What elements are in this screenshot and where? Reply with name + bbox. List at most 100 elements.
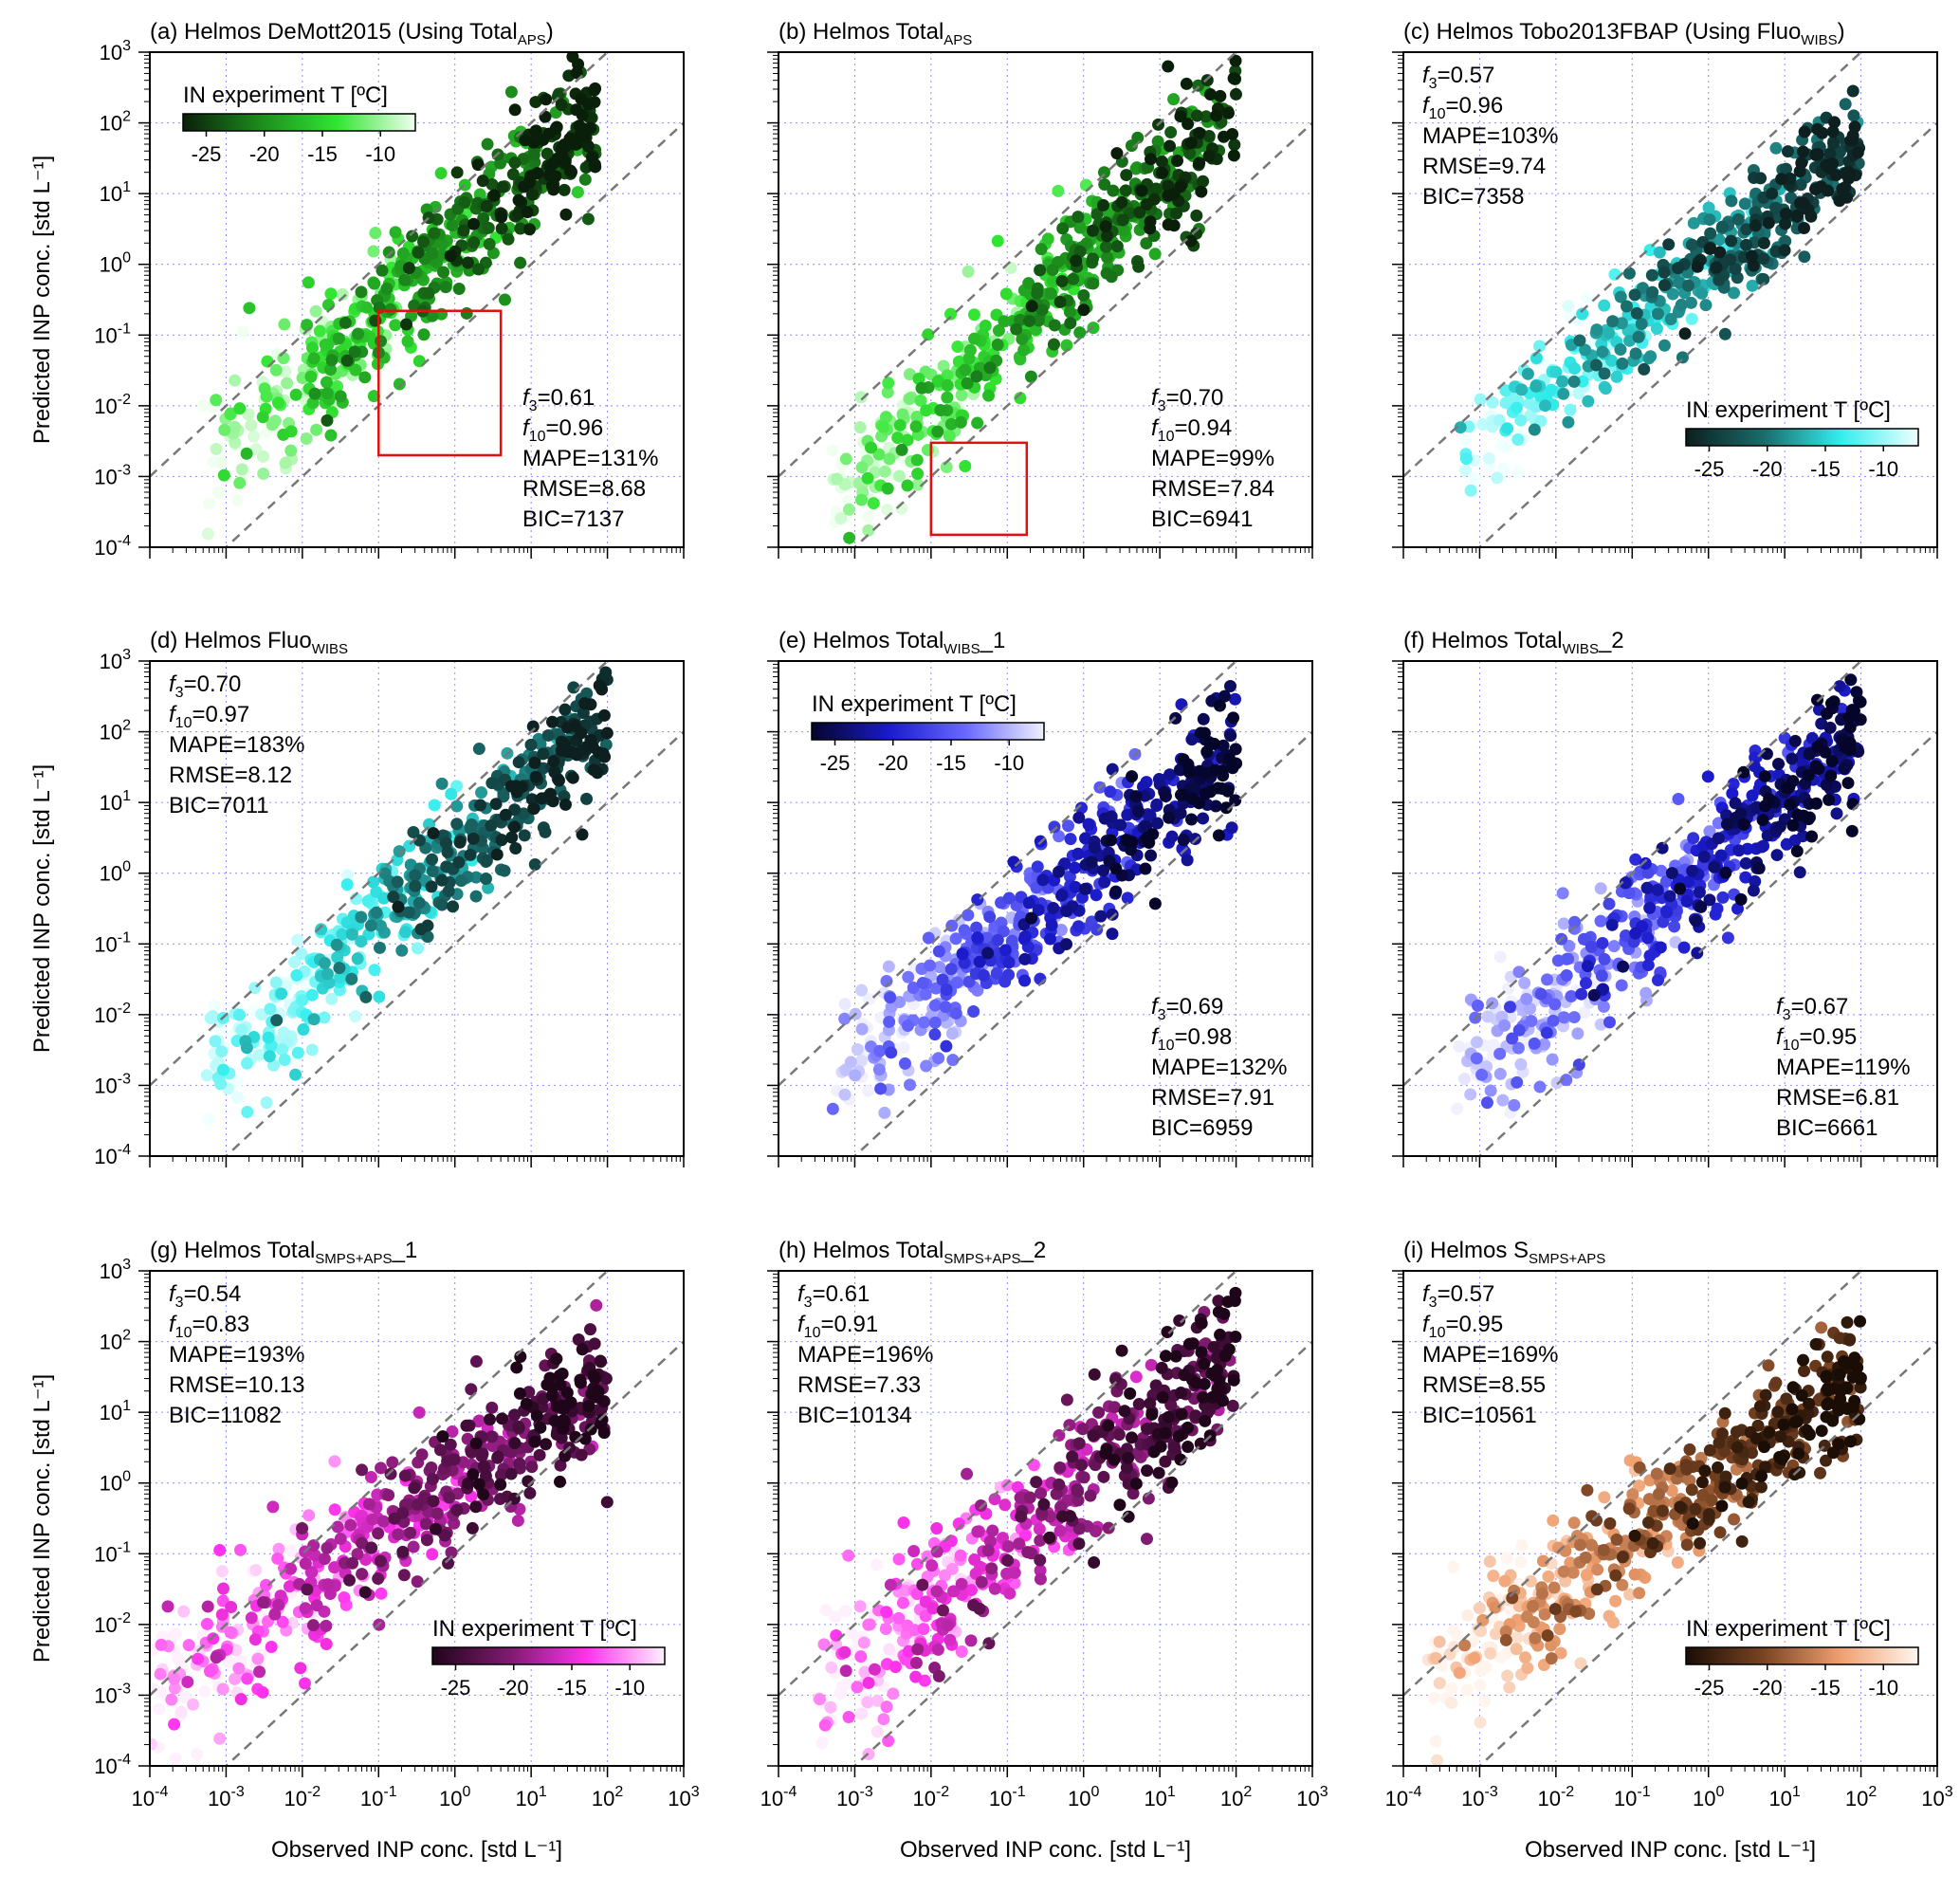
data-point xyxy=(266,1500,280,1514)
colorbar-gradient xyxy=(431,1646,666,1665)
data-point xyxy=(168,1682,181,1695)
data-point xyxy=(166,1629,179,1643)
data-point xyxy=(1225,821,1238,835)
data-point xyxy=(1198,726,1211,740)
data-point xyxy=(467,217,480,230)
data-point xyxy=(997,925,1010,938)
data-point xyxy=(382,246,395,259)
x-tick-label: 100 xyxy=(439,1784,470,1810)
data-point xyxy=(336,288,349,302)
data-point xyxy=(1643,244,1657,257)
data-point xyxy=(1749,219,1762,232)
data-point xyxy=(1660,906,1674,919)
data-point xyxy=(1843,744,1857,757)
data-point xyxy=(967,332,980,345)
data-point xyxy=(1082,818,1095,832)
data-point xyxy=(320,1619,333,1632)
data-point xyxy=(304,370,318,383)
data-point xyxy=(375,1461,388,1475)
data-point xyxy=(358,1586,372,1599)
data-point xyxy=(559,1415,572,1428)
colorbar-tick-label: -15 xyxy=(307,142,338,166)
data-point xyxy=(991,234,1004,248)
data-point xyxy=(1773,820,1786,834)
data-point xyxy=(1090,889,1103,902)
data-point xyxy=(1651,307,1664,321)
data-point xyxy=(252,1048,266,1061)
data-point xyxy=(236,325,249,339)
data-point xyxy=(587,763,600,777)
data-point xyxy=(495,1412,508,1425)
data-point xyxy=(1025,300,1038,313)
data-point xyxy=(355,910,368,924)
data-point xyxy=(1459,452,1473,466)
data-point xyxy=(296,994,309,1007)
data-point xyxy=(356,1463,369,1477)
data-point xyxy=(1193,797,1206,810)
data-point xyxy=(1043,932,1056,946)
data-point xyxy=(367,245,380,258)
data-point xyxy=(395,944,409,957)
data-point xyxy=(878,1106,891,1119)
data-point xyxy=(1175,788,1188,801)
data-point xyxy=(412,246,425,259)
data-point xyxy=(389,226,402,239)
data-point xyxy=(1079,178,1092,192)
data-point xyxy=(240,447,253,460)
data-point xyxy=(1568,915,1582,928)
data-point xyxy=(1077,303,1090,317)
data-point xyxy=(475,786,488,799)
data-point xyxy=(955,389,968,402)
data-point xyxy=(1115,195,1128,209)
data-point xyxy=(855,493,869,506)
data-point xyxy=(1581,960,1594,973)
data-point xyxy=(437,266,450,279)
stat-line: BIC=6661 xyxy=(1776,1115,1878,1141)
stat-line: MAPE=131% xyxy=(522,446,658,471)
stat-line: f3=0.61 xyxy=(522,385,595,414)
data-point xyxy=(446,1425,459,1439)
data-point xyxy=(404,1526,417,1539)
data-point xyxy=(951,340,964,354)
data-point xyxy=(855,461,869,474)
data-point xyxy=(435,777,449,790)
data-point xyxy=(1195,185,1208,198)
data-point xyxy=(928,999,942,1012)
data-point xyxy=(1599,382,1612,395)
y-tick-label: 10-4 xyxy=(94,1142,131,1168)
data-point xyxy=(873,1044,887,1057)
data-point xyxy=(412,834,426,847)
data-point xyxy=(1025,911,1038,925)
data-point xyxy=(310,423,323,436)
data-point xyxy=(881,386,894,399)
data-point xyxy=(1821,707,1834,720)
data-point xyxy=(1572,387,1585,400)
data-point xyxy=(1497,462,1511,475)
data-point xyxy=(1141,832,1154,845)
data-point xyxy=(550,1352,563,1366)
data-point xyxy=(1672,792,1685,805)
data-point xyxy=(1739,871,1752,884)
data-point xyxy=(884,991,897,1004)
data-point xyxy=(1549,365,1563,378)
data-point xyxy=(529,124,542,138)
data-point xyxy=(1790,210,1804,223)
data-point xyxy=(375,1587,388,1600)
data-point xyxy=(283,1580,296,1593)
y-tick-label: 10-4 xyxy=(94,1752,131,1778)
stat-line: MAPE=99% xyxy=(1151,446,1274,471)
data-point xyxy=(307,352,321,365)
data-point xyxy=(398,273,412,286)
data-point xyxy=(1579,977,1592,990)
data-point xyxy=(902,970,915,983)
data-point xyxy=(218,423,231,436)
data-point xyxy=(1174,110,1187,123)
data-point xyxy=(359,990,373,1003)
data-point xyxy=(514,222,527,235)
data-point xyxy=(1193,126,1206,139)
data-point xyxy=(1078,882,1091,895)
data-point xyxy=(540,93,553,106)
data-point xyxy=(559,139,573,153)
colorbar-tick-label: -20 xyxy=(1752,457,1783,481)
data-point xyxy=(588,157,601,171)
